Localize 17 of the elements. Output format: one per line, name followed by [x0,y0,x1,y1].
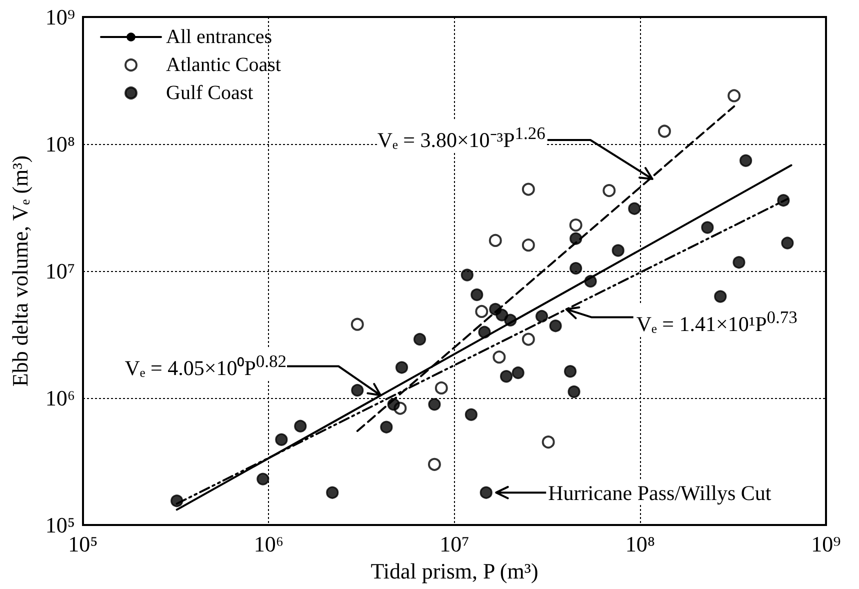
legend-label: Atlantic Coast [166,54,282,76]
x-tick-label: 10⁶ [254,532,284,556]
y-tick-label: 10⁶ [45,386,75,410]
x-tick-label: 10⁷ [440,532,470,556]
x-axis-title: Tidal prism, P (m³) [370,558,538,584]
x-tick-label: 10⁸ [625,532,656,556]
y-tick-label: 10⁷ [45,258,75,284]
annotation: Vₑ = 4.05×10⁰P$^{0.82}$ [124,349,287,380]
legend-label: All entrances [166,26,272,48]
x-tick-label: 10⁹ [811,532,842,556]
annotation: Hurricane Pass/Willys Cut [548,480,772,505]
annotation: Vₑ = 1.41×10¹P$^{0.73}$ [636,305,798,336]
y-tick-label: 10⁹ [45,4,76,30]
annotation: Vₑ = 3.80×10⁻³P$^{1.26}$ [377,121,546,152]
y-tick-label: 10⁸ [45,132,75,156]
y-axis-title: Ebb delta volume, Vₑ (m³) [8,155,32,387]
legend-label: Gulf Coast [166,82,254,104]
